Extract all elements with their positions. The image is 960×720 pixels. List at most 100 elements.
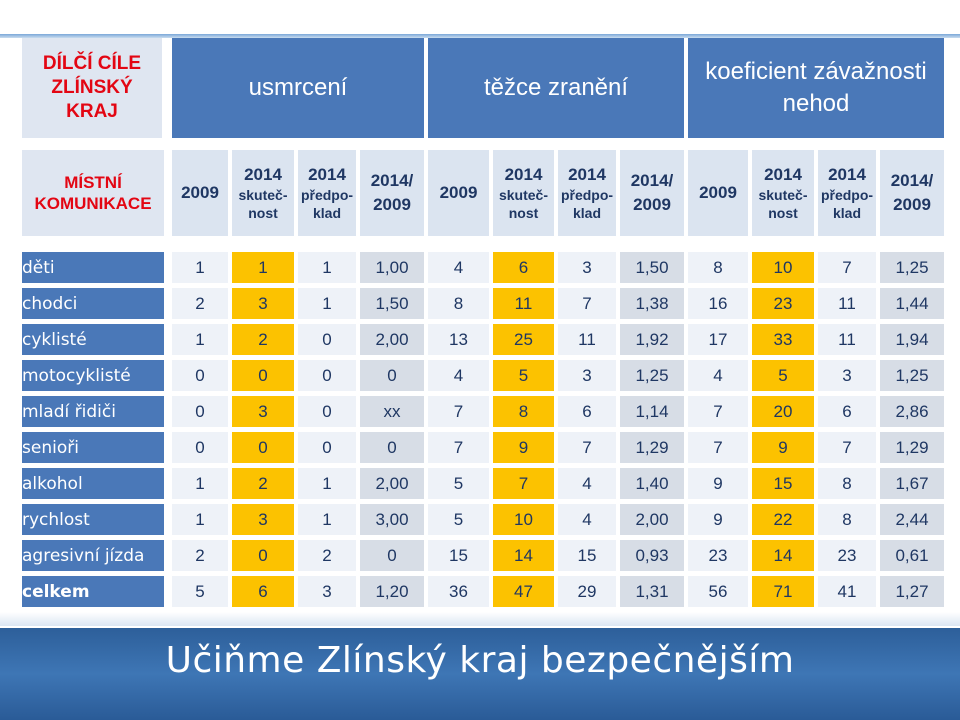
table-cell: 15 (752, 468, 814, 499)
slogan-text: Učiňme Zlínský kraj bezpečnějším (165, 640, 795, 681)
table-cell: 8 (818, 468, 876, 499)
table-cell: 29 (558, 576, 616, 607)
table-cell: 0 (298, 432, 356, 463)
table-cell: 9 (493, 432, 554, 463)
table-cell: 1,00 (360, 252, 424, 283)
table-cell: 11 (818, 324, 876, 355)
col-header-ratio-bottom: 2009 (373, 195, 411, 214)
table-cell: 1 (232, 252, 294, 283)
col-header-actual: 2014 skuteč-nost (232, 150, 294, 236)
table-cell: 8 (818, 504, 876, 535)
row-label: celkem (22, 576, 164, 607)
table-cell: 8 (493, 396, 554, 427)
col-header-ratio: 2014/2009 (360, 150, 424, 236)
col-header-subtitle: předpo-klad (560, 187, 614, 221)
table-cell: 3 (558, 252, 616, 283)
table-cell: 1 (298, 252, 356, 283)
col-header-actual: 2014 skuteč-nost (493, 150, 554, 236)
table-cell: 7 (558, 432, 616, 463)
col-header-2009: 2009 (428, 150, 489, 236)
table-cell: 5 (752, 360, 814, 391)
table-cell: 47 (493, 576, 554, 607)
table-cell: 5 (428, 468, 489, 499)
table-cell: 1 (298, 504, 356, 535)
table-cell: 11 (818, 288, 876, 319)
table-cell: 1,67 (880, 468, 944, 499)
table-cell: 2,44 (880, 504, 944, 535)
table-cell: 1,50 (620, 252, 684, 283)
table-cell: 36 (428, 576, 489, 607)
table-cell: 2 (172, 288, 228, 319)
table-cell: 0 (298, 360, 356, 391)
table-cell: 4 (428, 252, 489, 283)
table-cell: 1 (172, 504, 228, 535)
col-header-ratio-top: 2014/ (630, 171, 674, 190)
col-header-forecast: 2014 předpo-klad (558, 150, 616, 236)
table-cell: 5 (428, 504, 489, 535)
col-header-forecast: 2014 předpo-klad (818, 150, 876, 236)
table-cell: 1 (172, 252, 228, 283)
col-header-year: 2014 (764, 165, 802, 184)
group-header-killed: usmrcení (172, 38, 424, 138)
table-cell: 2,00 (620, 504, 684, 535)
table-cell: 10 (752, 252, 814, 283)
table-cell: 41 (818, 576, 876, 607)
row-label: senioři (22, 432, 164, 463)
col-header-forecast: 2014 předpo-klad (298, 150, 356, 236)
table-cell: 4 (428, 360, 489, 391)
row-label: motocyklisté (22, 360, 164, 391)
col-header-ratio: 2014/2009 (880, 150, 944, 236)
table-cell: 8 (428, 288, 489, 319)
section-title: MÍSTNÍ KOMUNIKACE (22, 150, 164, 236)
table-cell: 5 (172, 576, 228, 607)
col-header-year: 2014 (504, 165, 543, 184)
table-cell: 17 (688, 324, 748, 355)
col-header-2009: 2009 (688, 150, 748, 236)
table-cell: 23 (818, 540, 876, 571)
table-cell: 7 (688, 432, 748, 463)
table-cell: 6 (558, 396, 616, 427)
table-cell: 16 (688, 288, 748, 319)
col-header-year: 2014 (308, 165, 346, 184)
table-cell: 11 (493, 288, 554, 319)
table-cell: 1 (298, 468, 356, 499)
table-cell: 1 (172, 468, 228, 499)
table-cell: 15 (428, 540, 489, 571)
table-cell: 2,00 (360, 468, 424, 499)
table-cell: 2 (232, 468, 294, 499)
row-label: rychlost (22, 504, 164, 535)
table-cell: 6 (232, 576, 294, 607)
group-header-injured: těžce zranění (428, 38, 684, 138)
table-cell: 4 (558, 468, 616, 499)
row-label: alkohol (22, 468, 164, 499)
table-cell: 1,94 (880, 324, 944, 355)
col-header-year: 2014 (568, 165, 606, 184)
table-cell: 20 (752, 396, 814, 427)
table-cell: xx (360, 396, 424, 427)
table-cell: 25 (493, 324, 554, 355)
table-cell: 3 (558, 360, 616, 391)
table-cell: 33 (752, 324, 814, 355)
table-cell: 0 (360, 432, 424, 463)
table-cell: 7 (428, 432, 489, 463)
table-cell: 6 (818, 396, 876, 427)
col-header-subtitle: skuteč-nost (758, 187, 808, 221)
table-cell: 0 (172, 360, 228, 391)
table-cell: 23 (752, 288, 814, 319)
table-cell: 1,25 (620, 360, 684, 391)
table-cell: 1,92 (620, 324, 684, 355)
col-header-ratio-top: 2014/ (890, 171, 934, 190)
table-cell: 7 (688, 396, 748, 427)
table-cell: 4 (688, 360, 748, 391)
table-cell: 1,14 (620, 396, 684, 427)
table-cell: 2,86 (880, 396, 944, 427)
table-cell: 0 (360, 360, 424, 391)
table-cell: 7 (818, 252, 876, 283)
table-cell: 5 (493, 360, 554, 391)
table-cell: 3,00 (360, 504, 424, 535)
table-cell: 9 (688, 468, 748, 499)
table-cell: 13 (428, 324, 489, 355)
table-cell: 0 (298, 396, 356, 427)
col-header-actual: 2014 skuteč-nost (752, 150, 814, 236)
table-cell: 9 (688, 504, 748, 535)
